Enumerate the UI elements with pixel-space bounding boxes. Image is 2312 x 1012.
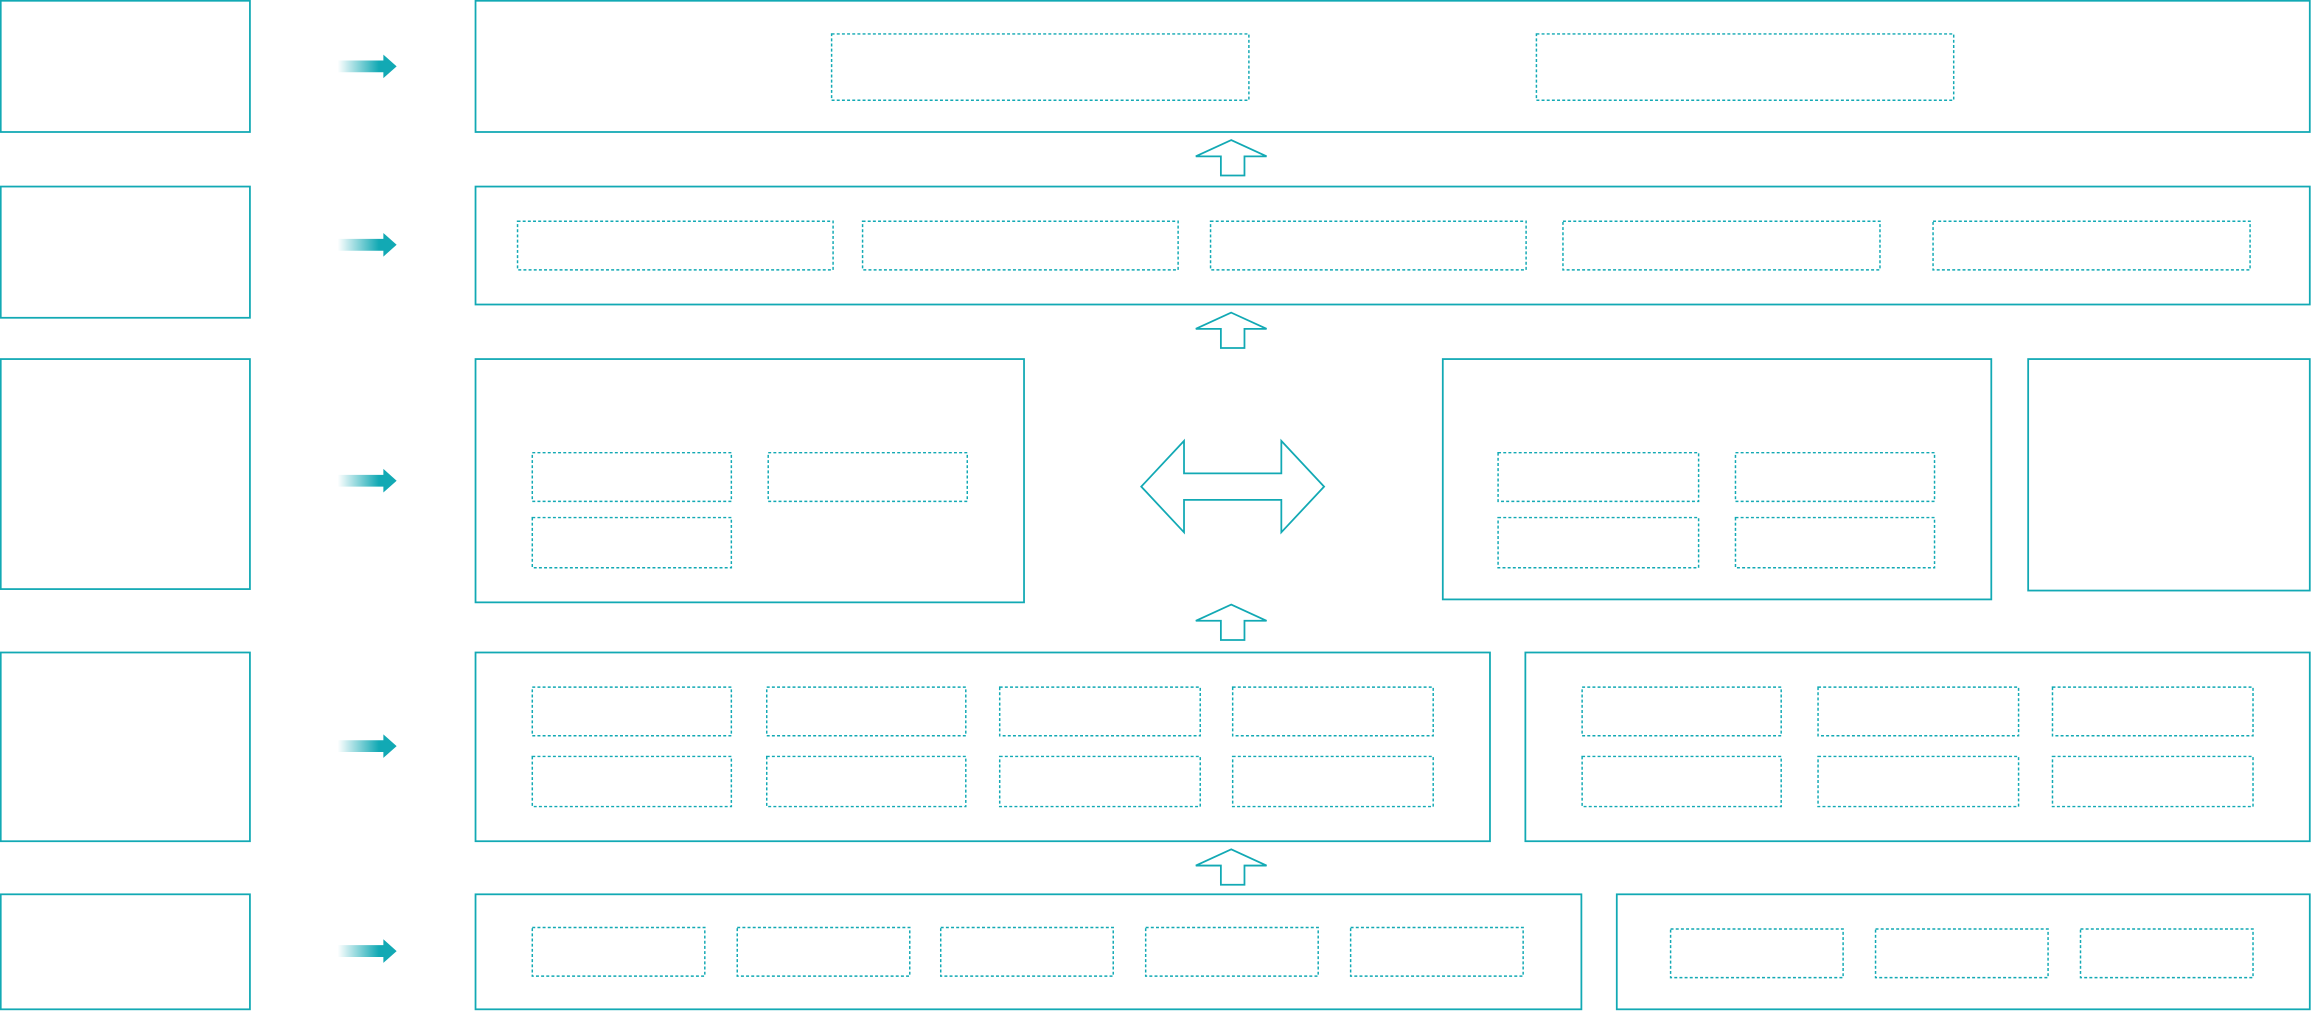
layer-2-module <box>516 220 834 271</box>
layer-label-box <box>0 358 251 590</box>
layer-5-left-module <box>939 926 1114 977</box>
layer-4-left-module <box>765 755 967 808</box>
layer-4-right-module <box>1581 686 1782 737</box>
layer-5-right-module <box>2079 928 2254 979</box>
layer-3-right-module <box>1497 516 1700 569</box>
layer-label-box <box>0 0 251 133</box>
layer-2-module <box>1209 220 1527 271</box>
layer-label-box <box>0 651 251 843</box>
layer-1-module <box>1535 33 1955 102</box>
layer-5-right-container <box>1615 893 2311 1011</box>
layer-4-right-module <box>1817 686 2020 737</box>
layer-4-left-module <box>765 686 967 737</box>
up-arrow-outline-icon <box>1195 311 1267 349</box>
right-arrow-gradient-icon <box>337 939 397 963</box>
layer-5-right-module <box>1874 928 2049 979</box>
layer-4-right-container <box>1524 651 2311 843</box>
layer-4-left-module <box>1231 686 1434 737</box>
layer-4-left-module <box>531 686 733 737</box>
up-arrow-outline-icon <box>1195 848 1267 886</box>
layer-label-box <box>0 185 251 319</box>
layer-4-left-module <box>1231 755 1434 808</box>
layer-4-right-module <box>2051 755 2254 808</box>
layer-3-left-module <box>531 516 733 569</box>
up-arrow-outline-icon <box>1195 603 1267 641</box>
layer-2-module <box>861 220 1179 271</box>
layer-4-right-module <box>1817 755 2020 808</box>
layer-5-right-module <box>1669 928 1844 979</box>
right-arrow-gradient-icon <box>337 232 397 257</box>
right-arrow-gradient-icon <box>337 54 397 79</box>
layer-3-side-container <box>2027 358 2311 592</box>
layer-1-module <box>830 33 1250 102</box>
layer-3-left-module <box>767 451 969 503</box>
layer-1-container <box>474 0 2311 133</box>
layer-3-right-module <box>1497 451 1700 503</box>
layer-label-box <box>0 893 251 1011</box>
layer-4-right-module <box>1581 755 1782 808</box>
layer-4-right-module <box>2051 686 2254 737</box>
layer-4-left-container <box>474 651 1491 843</box>
layer-5-left-module <box>531 926 706 977</box>
layer-3-right-container <box>1441 358 1993 601</box>
layer-5-left-module <box>736 926 911 977</box>
right-arrow-gradient-icon <box>337 734 397 758</box>
layer-5-left-module <box>1144 926 1319 977</box>
right-arrow-gradient-icon <box>337 468 397 493</box>
layer-2-module <box>1562 220 1881 271</box>
layer-3-right-module <box>1734 516 1936 569</box>
layer-2-container <box>474 185 2311 306</box>
double-headed-arrow-icon <box>1140 438 1326 535</box>
layer-4-left-module <box>998 755 1201 808</box>
layer-3-left-container <box>474 358 1025 604</box>
layer-4-left-module <box>998 686 1201 737</box>
up-arrow-outline-icon <box>1195 139 1267 177</box>
layer-5-left-container <box>474 893 1583 1011</box>
layer-4-left-module <box>531 755 733 808</box>
layer-5-left-module <box>1349 926 1524 977</box>
layer-3-left-module <box>531 451 733 503</box>
layer-2-module <box>1932 220 2251 271</box>
layer-3-right-module <box>1734 451 1936 503</box>
